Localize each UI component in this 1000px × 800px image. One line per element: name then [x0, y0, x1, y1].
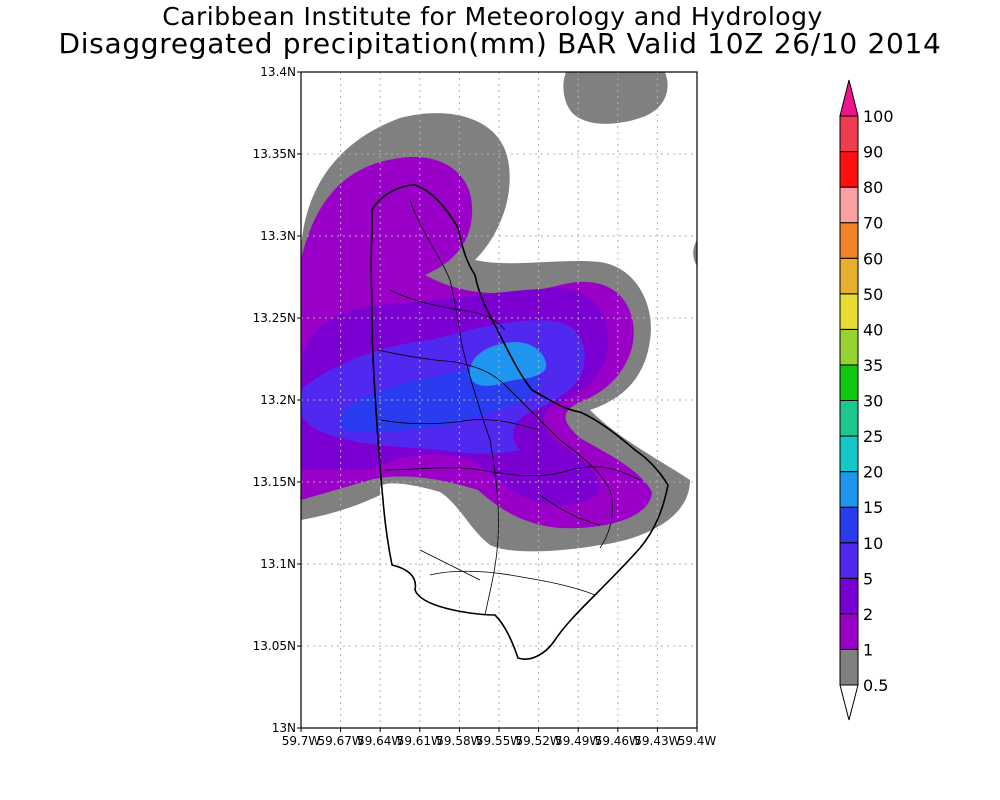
- colorbar-swatch: [839, 613, 859, 650]
- chart-title-institute: Caribbean Institute for Meteorology and …: [162, 2, 823, 31]
- lat-tick-label: 13.2N: [260, 393, 296, 407]
- colorbar-label: 50: [863, 285, 883, 304]
- lat-tick-label: 13.05N: [253, 639, 296, 653]
- lon-tick-label: 59.7W: [282, 734, 321, 748]
- lat-tick-label: 13.4N: [260, 65, 296, 79]
- lat-tick-label: 13N: [272, 721, 296, 735]
- colorbar-swatch: [839, 186, 859, 224]
- colorbar-swatch: [839, 222, 859, 259]
- parish-boundaries: [377, 199, 641, 616]
- colorbar-label: 90: [863, 143, 883, 162]
- colorbar-label: 10: [863, 534, 883, 553]
- lon-tick-label: 59.52W: [515, 734, 561, 748]
- colorbar-label: 100: [863, 107, 894, 126]
- colorbar-swatch: [839, 115, 859, 153]
- graticule: [301, 72, 697, 728]
- colorbar-label: 20: [863, 463, 883, 482]
- colorbar-swatch: [839, 400, 859, 437]
- lat-tick-label: 13.1N: [260, 557, 296, 571]
- colorbar-label: 40: [863, 320, 883, 339]
- colorbar-label: 30: [863, 392, 883, 411]
- lon-tick-label: 59.46W: [595, 734, 641, 748]
- colorbar-swatch: [839, 506, 859, 544]
- lon-tick-label: 59.58W: [436, 734, 482, 748]
- lat-tick-label: 13.35N: [253, 147, 296, 161]
- colorbar-swatch: [839, 328, 859, 366]
- colorbar-label: 1: [863, 640, 873, 659]
- colorbar-label: 15: [863, 498, 883, 517]
- precipitation-fields: [301, 72, 697, 552]
- colorbar-swatch: [839, 471, 859, 508]
- colorbar-swatch: [839, 257, 859, 295]
- lat-tick-label: 13.15N: [253, 475, 296, 489]
- colorbar-swatch: [839, 435, 859, 473]
- lon-tick-label: 59.67W: [317, 734, 363, 748]
- colorbar-under-arrow: [839, 684, 859, 721]
- lat-tick-label: 13.3N: [260, 229, 296, 243]
- colorbar-label: 35: [863, 356, 883, 375]
- colorbar-label: 60: [863, 249, 883, 268]
- colorbar-swatch: [839, 293, 859, 330]
- island-coastline: [370, 184, 669, 660]
- colorbar-swatch: [839, 648, 859, 686]
- lon-tick-label: 59.64W: [357, 734, 403, 748]
- colorbar-label: 80: [863, 178, 883, 197]
- lon-tick-label: 59.4W: [678, 734, 717, 748]
- lat-axis: 13N 13.05N 13.1N 13.15N 13.2N 13.25N 13.3N 13.3…: [253, 65, 301, 735]
- colorbar-label: 5: [863, 569, 873, 588]
- lon-axis: 59.7W59.67W59.64W59.61W59.58W59.55W59.52…: [282, 728, 717, 748]
- colorbar-label: 70: [863, 214, 883, 233]
- colorbar-swatch: [839, 364, 859, 401]
- colorbar-over-arrow: [839, 79, 859, 117]
- colorbar-label: 0.5: [863, 676, 888, 695]
- lon-tick-label: 59.49W: [555, 734, 601, 748]
- colorbar-swatch: [839, 542, 859, 579]
- colorbar-label: 25: [863, 427, 883, 446]
- colorbar-swatch: [839, 577, 859, 615]
- precip-region-gray-east-edge: [693, 240, 697, 266]
- colorbar-label: 2: [863, 605, 873, 624]
- lon-tick-label: 59.61W: [397, 734, 443, 748]
- lon-tick-label: 59.43W: [634, 734, 680, 748]
- lat-tick-label: 13.25N: [253, 311, 296, 325]
- precip-region-lightblue: [469, 342, 547, 386]
- colorbar-swatch: [839, 151, 859, 188]
- lon-tick-label: 59.55W: [476, 734, 522, 748]
- chart-title-product: Disaggregated precipitation(mm) BAR Vali…: [58, 27, 942, 60]
- precip-region-gray-ne: [563, 72, 668, 124]
